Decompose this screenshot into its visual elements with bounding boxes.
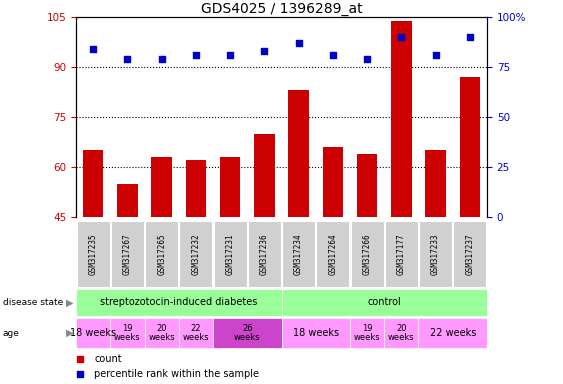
Text: 18 weeks: 18 weeks xyxy=(70,328,116,338)
Point xyxy=(157,56,166,62)
Point xyxy=(191,52,200,58)
Title: GDS4025 / 1396289_at: GDS4025 / 1396289_at xyxy=(200,2,363,16)
Text: 22
weeks: 22 weeks xyxy=(182,324,209,343)
Text: streptozotocin-induced diabetes: streptozotocin-induced diabetes xyxy=(100,297,257,308)
Text: age: age xyxy=(3,329,20,338)
Point xyxy=(328,52,337,58)
Bar xyxy=(323,147,343,217)
Bar xyxy=(248,222,281,287)
Point xyxy=(397,34,406,40)
Text: GSM317231: GSM317231 xyxy=(226,233,235,275)
Bar xyxy=(214,222,247,287)
Bar xyxy=(391,21,412,217)
Bar xyxy=(282,222,315,287)
Text: GSM317232: GSM317232 xyxy=(191,233,200,275)
Text: percentile rank within the sample: percentile rank within the sample xyxy=(95,369,260,379)
Point xyxy=(260,48,269,54)
Bar xyxy=(419,222,452,287)
Text: GSM317177: GSM317177 xyxy=(397,233,406,275)
Bar xyxy=(110,318,145,348)
Bar xyxy=(186,161,206,217)
Bar xyxy=(282,289,487,316)
Bar xyxy=(77,222,110,287)
Bar xyxy=(453,222,486,287)
Text: ▶: ▶ xyxy=(66,328,74,338)
Bar xyxy=(282,318,350,348)
Bar xyxy=(350,318,384,348)
Point xyxy=(123,56,132,62)
Text: GSM317233: GSM317233 xyxy=(431,233,440,275)
Bar xyxy=(76,289,282,316)
Bar xyxy=(254,134,275,217)
Bar xyxy=(418,318,487,348)
Point xyxy=(88,46,97,52)
Text: GSM317235: GSM317235 xyxy=(88,233,97,275)
Bar xyxy=(117,184,138,217)
Bar xyxy=(151,157,172,217)
Bar xyxy=(459,77,480,217)
Bar xyxy=(111,222,144,287)
Bar xyxy=(145,222,178,287)
Bar xyxy=(385,222,418,287)
Text: count: count xyxy=(95,354,122,364)
Text: GSM317265: GSM317265 xyxy=(157,233,166,275)
Text: 26
weeks: 26 weeks xyxy=(234,324,261,343)
Bar xyxy=(357,154,377,217)
Text: GSM317267: GSM317267 xyxy=(123,233,132,275)
Text: 20
weeks: 20 weeks xyxy=(388,324,415,343)
Bar xyxy=(385,318,418,348)
Text: disease state: disease state xyxy=(3,298,63,307)
Bar xyxy=(316,222,349,287)
Bar xyxy=(145,318,179,348)
Text: control: control xyxy=(368,297,401,308)
Text: 19
weeks: 19 weeks xyxy=(114,324,141,343)
Bar xyxy=(426,151,446,217)
Text: GSM317266: GSM317266 xyxy=(363,233,372,275)
Bar xyxy=(220,157,240,217)
Bar xyxy=(179,318,213,348)
Point xyxy=(466,34,475,40)
Bar xyxy=(351,222,383,287)
Point xyxy=(226,52,235,58)
Bar xyxy=(83,151,104,217)
Point xyxy=(75,371,84,377)
Text: GSM317264: GSM317264 xyxy=(328,233,337,275)
Text: 19
weeks: 19 weeks xyxy=(354,324,381,343)
Text: GSM317237: GSM317237 xyxy=(466,233,475,275)
Text: 20
weeks: 20 weeks xyxy=(148,324,175,343)
Bar xyxy=(288,91,309,217)
Text: ▶: ▶ xyxy=(66,297,74,308)
Text: GSM317236: GSM317236 xyxy=(260,233,269,275)
Text: 18 weeks: 18 weeks xyxy=(293,328,339,338)
Bar xyxy=(180,222,212,287)
Text: 22 weeks: 22 weeks xyxy=(430,328,476,338)
Bar xyxy=(76,318,110,348)
Bar xyxy=(213,318,282,348)
Point xyxy=(294,40,303,46)
Point xyxy=(75,356,84,362)
Point xyxy=(363,56,372,62)
Text: GSM317234: GSM317234 xyxy=(294,233,303,275)
Point xyxy=(431,52,440,58)
